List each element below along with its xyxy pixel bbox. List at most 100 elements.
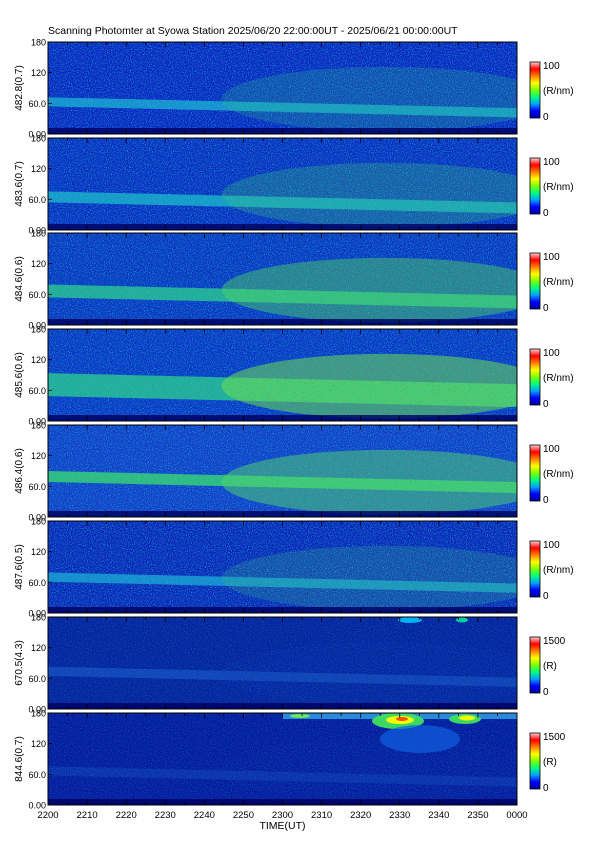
panel-2: 0.00 60.0 120 180 483.6(0.7) 100 0 (R/nm): [14, 134, 574, 236]
y-tick-label: 180: [31, 709, 46, 719]
y-tick-label: 120: [31, 451, 46, 461]
x-tick-label: 2310: [311, 810, 332, 821]
x-tick-label: 2220: [116, 810, 137, 821]
y-tick-label: 180: [31, 134, 46, 144]
panel-heatmap: [48, 138, 517, 230]
colorbar-unit-label: (R/nm): [543, 86, 574, 97]
x-tick-label: 2350: [467, 810, 488, 821]
y-tick-label: 0.00: [28, 801, 46, 811]
y-tick-label: 180: [31, 38, 46, 48]
y-tick-label: 120: [31, 68, 46, 78]
y-tick-label: 0.00: [28, 513, 46, 523]
y-tick-label: 180: [31, 517, 46, 527]
y-axis-label: 670.5(4.3): [14, 640, 25, 686]
x-tick-label: 2240: [194, 810, 215, 821]
colorbar-min-label: 0: [543, 783, 549, 794]
colorbar-min-label: 0: [543, 687, 549, 698]
colorbar: [529, 732, 541, 790]
panel-5: 0.00 60.0 120 180 486.4(0.6) 100 0 (R/nm): [14, 421, 574, 523]
colorbar-unit-label: (R): [543, 661, 557, 672]
panel-heatmap: [48, 617, 517, 709]
colorbar-unit-label: (R/nm): [543, 565, 574, 576]
heatmap-noise: [48, 425, 517, 517]
y-tick-label: 180: [31, 325, 46, 335]
y-axis-label: 483.6(0.7): [14, 161, 25, 207]
y-axis-label: 485.6(0.6): [14, 352, 25, 398]
colorbar: [529, 444, 541, 502]
heatmap-hotspot: [456, 617, 468, 623]
heatmap-noise: [48, 713, 517, 805]
y-tick-label: 180: [31, 229, 46, 239]
colorbar-max-label: 100: [543, 348, 560, 359]
heatmap-hotspot: [459, 715, 475, 721]
panel-heatmap: [48, 521, 517, 613]
colorbar: [529, 348, 541, 406]
panel-3: 0.00 60.0 120 180 484.6(0.6) 100 0 (R/nm): [14, 229, 574, 331]
y-tick-label: 120: [31, 259, 46, 269]
y-tick-label: 120: [31, 739, 46, 749]
y-tick-label: 0.00: [28, 321, 46, 331]
x-tick-label: 2200: [37, 810, 58, 821]
colorbar-min-label: 0: [543, 112, 549, 123]
colorbar: [529, 636, 541, 694]
colorbar-max-label: 100: [543, 157, 560, 168]
y-axis-label: 484.6(0.6): [14, 256, 25, 302]
y-tick-label: 60.0: [28, 482, 46, 492]
chart-title: Scanning Photomter at Syowa Station 2025…: [48, 25, 458, 37]
colorbar-max-label: 100: [543, 444, 560, 455]
y-tick-label: 60.0: [28, 290, 46, 300]
y-tick-label: 60.0: [28, 578, 46, 588]
colorbar-max-label: 100: [543, 540, 560, 551]
panel-heatmap: [48, 425, 517, 517]
x-tick-label: 0000: [506, 810, 527, 821]
y-tick-label: 120: [31, 643, 46, 653]
heatmap-diffuse-glow: [380, 725, 460, 753]
colorbar-unit-label: (R/nm): [543, 277, 574, 288]
colorbar-max-label: 100: [543, 61, 560, 72]
colorbar-unit-label: (R/nm): [543, 373, 574, 384]
colorbar-min-label: 0: [543, 495, 549, 506]
colorbar: [529, 157, 541, 215]
panel-heatmap: [48, 329, 517, 421]
y-axis-label: 486.4(0.6): [14, 448, 25, 494]
colorbar-max-label: 100: [543, 252, 560, 263]
y-tick-label: 180: [31, 421, 46, 431]
panel-7: 0.00 60.0 120 180 670.5(4.3) 1500 0 (R): [14, 613, 566, 715]
y-tick-label: 0.00: [28, 609, 46, 619]
y-axis-label: 844.6(0.7): [14, 736, 25, 782]
x-tick-label: 2300: [272, 810, 293, 821]
panel-heatmap: [48, 713, 517, 805]
colorbar-min-label: 0: [543, 399, 549, 410]
panel-6: 0.00 60.0 120 180 487.6(0.5) 100 0 (R/nm): [14, 517, 574, 619]
colorbar-max-label: 1500: [543, 636, 566, 647]
heatmap-noise: [48, 329, 517, 421]
x-tick-label: 2340: [428, 810, 449, 821]
y-tick-label: 60.0: [28, 195, 46, 205]
heatmap-noise: [48, 138, 517, 230]
y-tick-label: 0.00: [28, 130, 46, 140]
colorbar-max-label: 1500: [543, 732, 566, 743]
y-tick-label: 60.0: [28, 386, 46, 396]
y-axis-label: 482.8(0.7): [14, 65, 25, 111]
heatmap-hotspot: [396, 717, 408, 721]
colorbar-min-label: 0: [543, 208, 549, 219]
y-tick-label: 60.0: [28, 770, 46, 780]
y-tick-label: 0.00: [28, 705, 46, 715]
y-tick-label: 120: [31, 547, 46, 557]
colorbar-unit-label: (R): [543, 757, 557, 768]
colorbar: [529, 61, 541, 119]
x-tick-label: 2210: [77, 810, 98, 821]
heatmap-noise: [48, 233, 517, 325]
y-tick-label: 120: [31, 164, 46, 174]
x-tick-label: 2250: [233, 810, 254, 821]
heatmap-noise: [48, 521, 517, 613]
x-tick-label: 2330: [389, 810, 410, 821]
colorbar-unit-label: (R/nm): [543, 182, 574, 193]
x-tick-label: 2230: [155, 810, 176, 821]
y-axis-label: 487.6(0.5): [14, 544, 25, 590]
y-tick-label: 0.00: [28, 417, 46, 427]
y-tick-label: 60.0: [28, 99, 46, 109]
heatmap-hotspot: [398, 617, 422, 623]
heatmap-hotspot: [290, 714, 310, 718]
